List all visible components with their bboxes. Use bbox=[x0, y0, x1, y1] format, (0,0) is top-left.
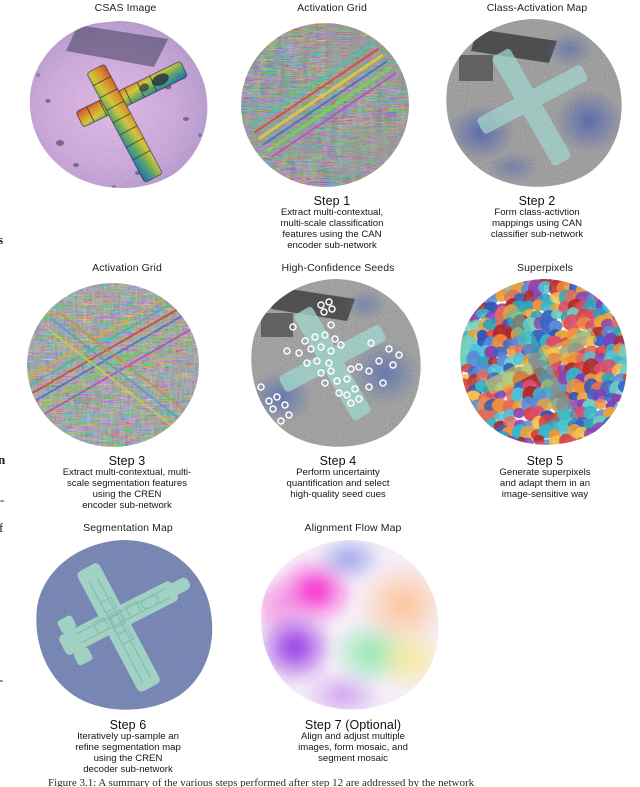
panel-title: Class-Activation Map bbox=[486, 2, 588, 14]
panel-title: Superpixels bbox=[517, 262, 573, 274]
step-description: Extract multi-contextual, multi- scale s… bbox=[62, 467, 192, 511]
step-label: Step 1 bbox=[313, 194, 351, 208]
panel-title: Segmentation Map bbox=[83, 522, 173, 534]
panel-activation-grid-2: Activation Grid bbox=[18, 262, 236, 512]
class-activation-map-render bbox=[437, 15, 637, 191]
panel-activation-grid-1: Activation Grid bbox=[232, 2, 432, 252]
seed-markers bbox=[257, 298, 403, 435]
panel-title: CSAS Image bbox=[94, 2, 157, 14]
panel-high-confidence-seeds: High-Confidence Seeds bbox=[243, 262, 433, 501]
step-label: Step 3 bbox=[108, 454, 146, 468]
csas-image-render bbox=[18, 15, 233, 193]
margin-bleed-text: s bbox=[0, 232, 4, 247]
panel-segmentation-map: Segmentation Map bbox=[28, 522, 228, 776]
step-description: Generate superpixels and adapt them in a… bbox=[499, 467, 591, 500]
caption: Step 4 Perform uncertainty quantificatio… bbox=[243, 454, 433, 501]
figure-caption: Figure 3.1: A summary of the various ste… bbox=[48, 777, 475, 787]
caption: Step 5 Generate superpixels and adapt th… bbox=[452, 454, 638, 501]
panel-title: Activation Grid bbox=[297, 2, 367, 14]
caption: Step 6 Iteratively up-sample an refine s… bbox=[28, 718, 228, 776]
margin-bleed-text: - bbox=[0, 672, 3, 688]
high-confidence-seeds-render bbox=[243, 275, 433, 451]
step-description: Extract multi-contextual, multi-scale cl… bbox=[280, 207, 384, 251]
step-description: Align and adjust multiple images, form m… bbox=[298, 731, 408, 764]
segmentation-map-render bbox=[28, 535, 228, 715]
margin-bleed-text: n bbox=[0, 452, 6, 467]
step-label: Step 5 bbox=[526, 454, 564, 468]
caption: Step 7 (Optional) Align and adjust multi… bbox=[253, 718, 453, 765]
step-label: Step 4 bbox=[319, 454, 357, 468]
panel-class-activation-map: Class-Activation Map bbox=[437, 2, 637, 241]
panel-title: Activation Grid bbox=[92, 262, 162, 274]
step-description: Perform uncertainty quantification and s… bbox=[286, 467, 390, 500]
caption: Step 1 Extract multi-contextual, multi-s… bbox=[232, 194, 432, 252]
panel-superpixels: Superpixels Step 5 Generate superpixels … bbox=[452, 262, 638, 501]
panel-alignment-flow-map: Alignment Flow Map bbox=[253, 522, 453, 765]
margin-bleed-text: f bbox=[0, 520, 4, 535]
caption: Step 2 Form class-activtion mappings usi… bbox=[437, 194, 637, 241]
caption: Step 3 Extract multi-contextual, multi- … bbox=[18, 454, 236, 512]
panel-csas-image: CSAS Image bbox=[18, 2, 233, 193]
activation-grid-2-render bbox=[18, 275, 236, 451]
panel-title: High-Confidence Seeds bbox=[281, 262, 395, 274]
alignment-flow-map-render bbox=[253, 535, 453, 715]
activation-grid-render bbox=[232, 15, 432, 191]
margin-bleed-text: - bbox=[0, 492, 5, 507]
step-label: Step 2 bbox=[518, 194, 556, 208]
step-label: Step 7 (Optional) bbox=[304, 718, 402, 732]
step-description: Form class-activtion mappings using CAN … bbox=[490, 207, 584, 240]
panel-title: Alignment Flow Map bbox=[304, 522, 402, 534]
step-label: Step 6 bbox=[109, 718, 147, 732]
step-description: Iteratively up-sample an refine segmenta… bbox=[75, 731, 181, 775]
superpixels-render bbox=[452, 275, 638, 451]
